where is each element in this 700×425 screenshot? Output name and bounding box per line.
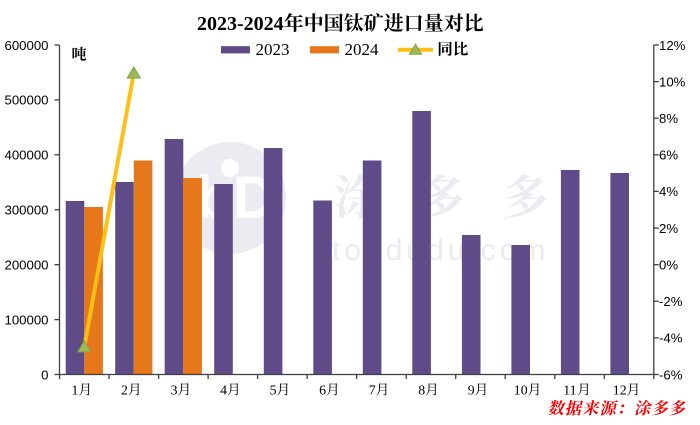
svg-text:0: 0 [41, 367, 48, 382]
svg-text:3: 3 [171, 382, 178, 397]
svg-text:2023: 2023 [256, 40, 290, 59]
svg-text:600000: 600000 [4, 38, 48, 53]
svg-text:100000: 100000 [4, 312, 48, 327]
svg-text:300000: 300000 [4, 203, 48, 218]
svg-text:10%: 10% [659, 74, 686, 89]
svg-text:7: 7 [369, 382, 376, 397]
svg-text:8%: 8% [659, 111, 678, 126]
svg-text:8: 8 [418, 382, 425, 397]
svg-text:4%: 4% [659, 184, 678, 199]
svg-text:12: 12 [613, 382, 627, 397]
svg-text:2024: 2024 [345, 40, 380, 59]
svg-text:4: 4 [220, 382, 227, 397]
svg-text:10: 10 [514, 382, 528, 397]
svg-text:6: 6 [319, 382, 326, 397]
svg-text:2: 2 [121, 382, 128, 397]
svg-text:0%: 0% [659, 258, 678, 273]
svg-text:-4%: -4% [659, 331, 683, 346]
svg-text:12%: 12% [659, 38, 686, 53]
svg-text:6%: 6% [659, 148, 678, 163]
svg-text:1: 1 [72, 382, 79, 397]
svg-text:9: 9 [468, 382, 475, 397]
svg-text:-6%: -6% [659, 367, 683, 382]
svg-text:500000: 500000 [4, 93, 48, 108]
svg-text:200000: 200000 [4, 258, 48, 273]
svg-text:bD: bD [196, 164, 276, 231]
svg-text:-2%: -2% [659, 294, 683, 309]
svg-text:400000: 400000 [4, 148, 48, 163]
svg-text:2023-2024: 2023-2024 [197, 13, 284, 35]
svg-text:5: 5 [270, 382, 277, 397]
svg-text:11: 11 [563, 382, 576, 397]
svg-text:2%: 2% [659, 221, 678, 236]
